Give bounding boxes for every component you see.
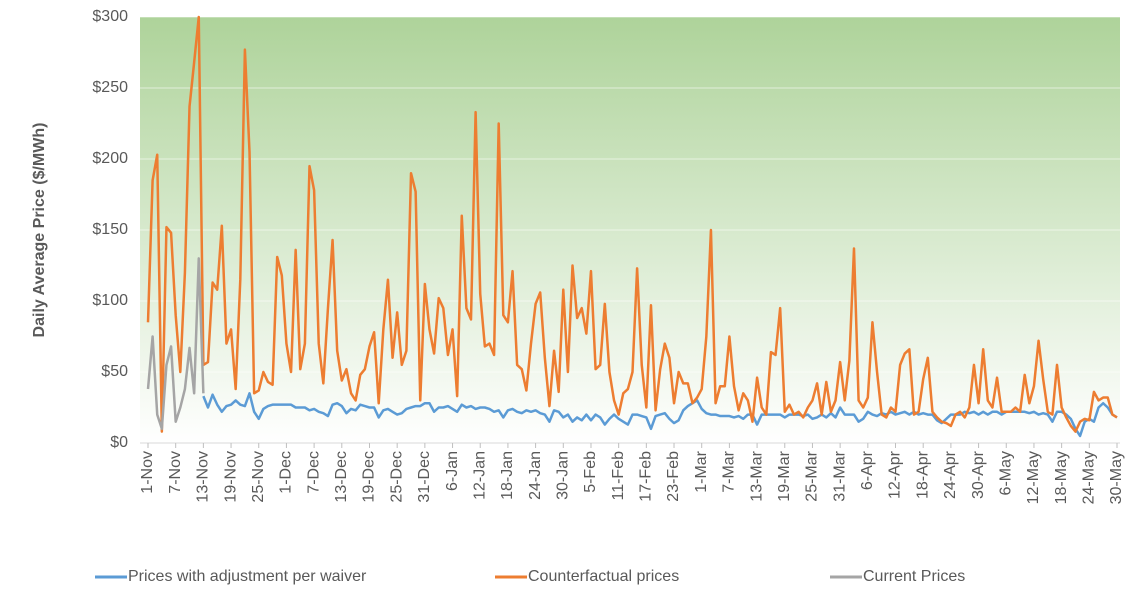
x-tick-label: 25-Nov	[250, 451, 267, 503]
legend-label: Prices with adjustment per waiver	[128, 568, 367, 585]
x-tick-label: 5-Feb	[582, 451, 599, 493]
x-tick-label: 1-Dec	[278, 451, 295, 494]
x-tick-label: 7-Nov	[167, 451, 184, 494]
x-tick-label: 25-Dec	[388, 451, 405, 503]
x-tick-label: 6-Apr	[859, 450, 876, 490]
x-tick-label: 7-Mar	[721, 450, 738, 492]
legend-label: Counterfactual prices	[528, 568, 679, 585]
legend-label: Current Prices	[863, 568, 965, 585]
x-tick-label: 12-Apr	[887, 450, 904, 499]
series-line	[146, 15, 1118, 433]
x-tick-label: 24-Apr	[942, 450, 959, 499]
x-tick-label: 6-Jan	[444, 451, 461, 491]
x-tick-label: 18-Jan	[499, 451, 516, 500]
y-tick-label: $50	[101, 363, 128, 380]
x-tick-label: 1-Mar	[693, 450, 710, 492]
x-tick-label: 19-Dec	[361, 451, 378, 503]
x-tick-label: 30-Apr	[970, 450, 987, 499]
y-tick-label: $0	[110, 434, 128, 451]
x-tick-label: 12-Jan	[471, 451, 488, 500]
x-tick-label: 23-Feb	[665, 451, 682, 502]
x-tick-label: 18-Apr	[914, 450, 931, 499]
x-tick-label: 19-Nov	[222, 451, 239, 503]
x-tick-label: 30-May	[1108, 451, 1125, 504]
y-tick-label: $250	[92, 79, 128, 96]
x-tick-label: 30-Jan	[555, 451, 572, 500]
x-tick-label: 31-Mar	[831, 450, 848, 501]
x-tick-label: 1-Nov	[139, 451, 156, 494]
x-tick-label: 24-May	[1081, 451, 1098, 504]
y-tick-label: $150	[92, 221, 128, 238]
x-tick-label: 13-Mar	[748, 450, 765, 501]
y-tick-label: $200	[92, 150, 128, 167]
series-line	[202, 392, 1118, 438]
x-tick-label: 6-May	[997, 451, 1014, 495]
y-tick-label: $300	[92, 8, 128, 25]
x-tick-label: 17-Feb	[638, 451, 655, 502]
x-tick-label: 13-Nov	[195, 451, 212, 503]
x-tick-label: 18-May	[1053, 451, 1070, 504]
x-tick-label: 11-Feb	[610, 451, 627, 501]
series-line	[146, 257, 205, 431]
y-axis-label: Daily Average Price ($/MWh)	[31, 123, 48, 338]
x-tick-label: 12-May	[1025, 451, 1042, 504]
x-tick-label: 31-Dec	[416, 451, 433, 503]
x-tick-label: 7-Dec	[305, 451, 322, 494]
x-tick-label: 19-Mar	[776, 450, 793, 501]
y-tick-label: $100	[92, 292, 128, 309]
x-tick-label: 25-Mar	[804, 450, 821, 501]
x-tick-label: 24-Jan	[527, 451, 544, 500]
x-tick-label: 13-Dec	[333, 451, 350, 503]
